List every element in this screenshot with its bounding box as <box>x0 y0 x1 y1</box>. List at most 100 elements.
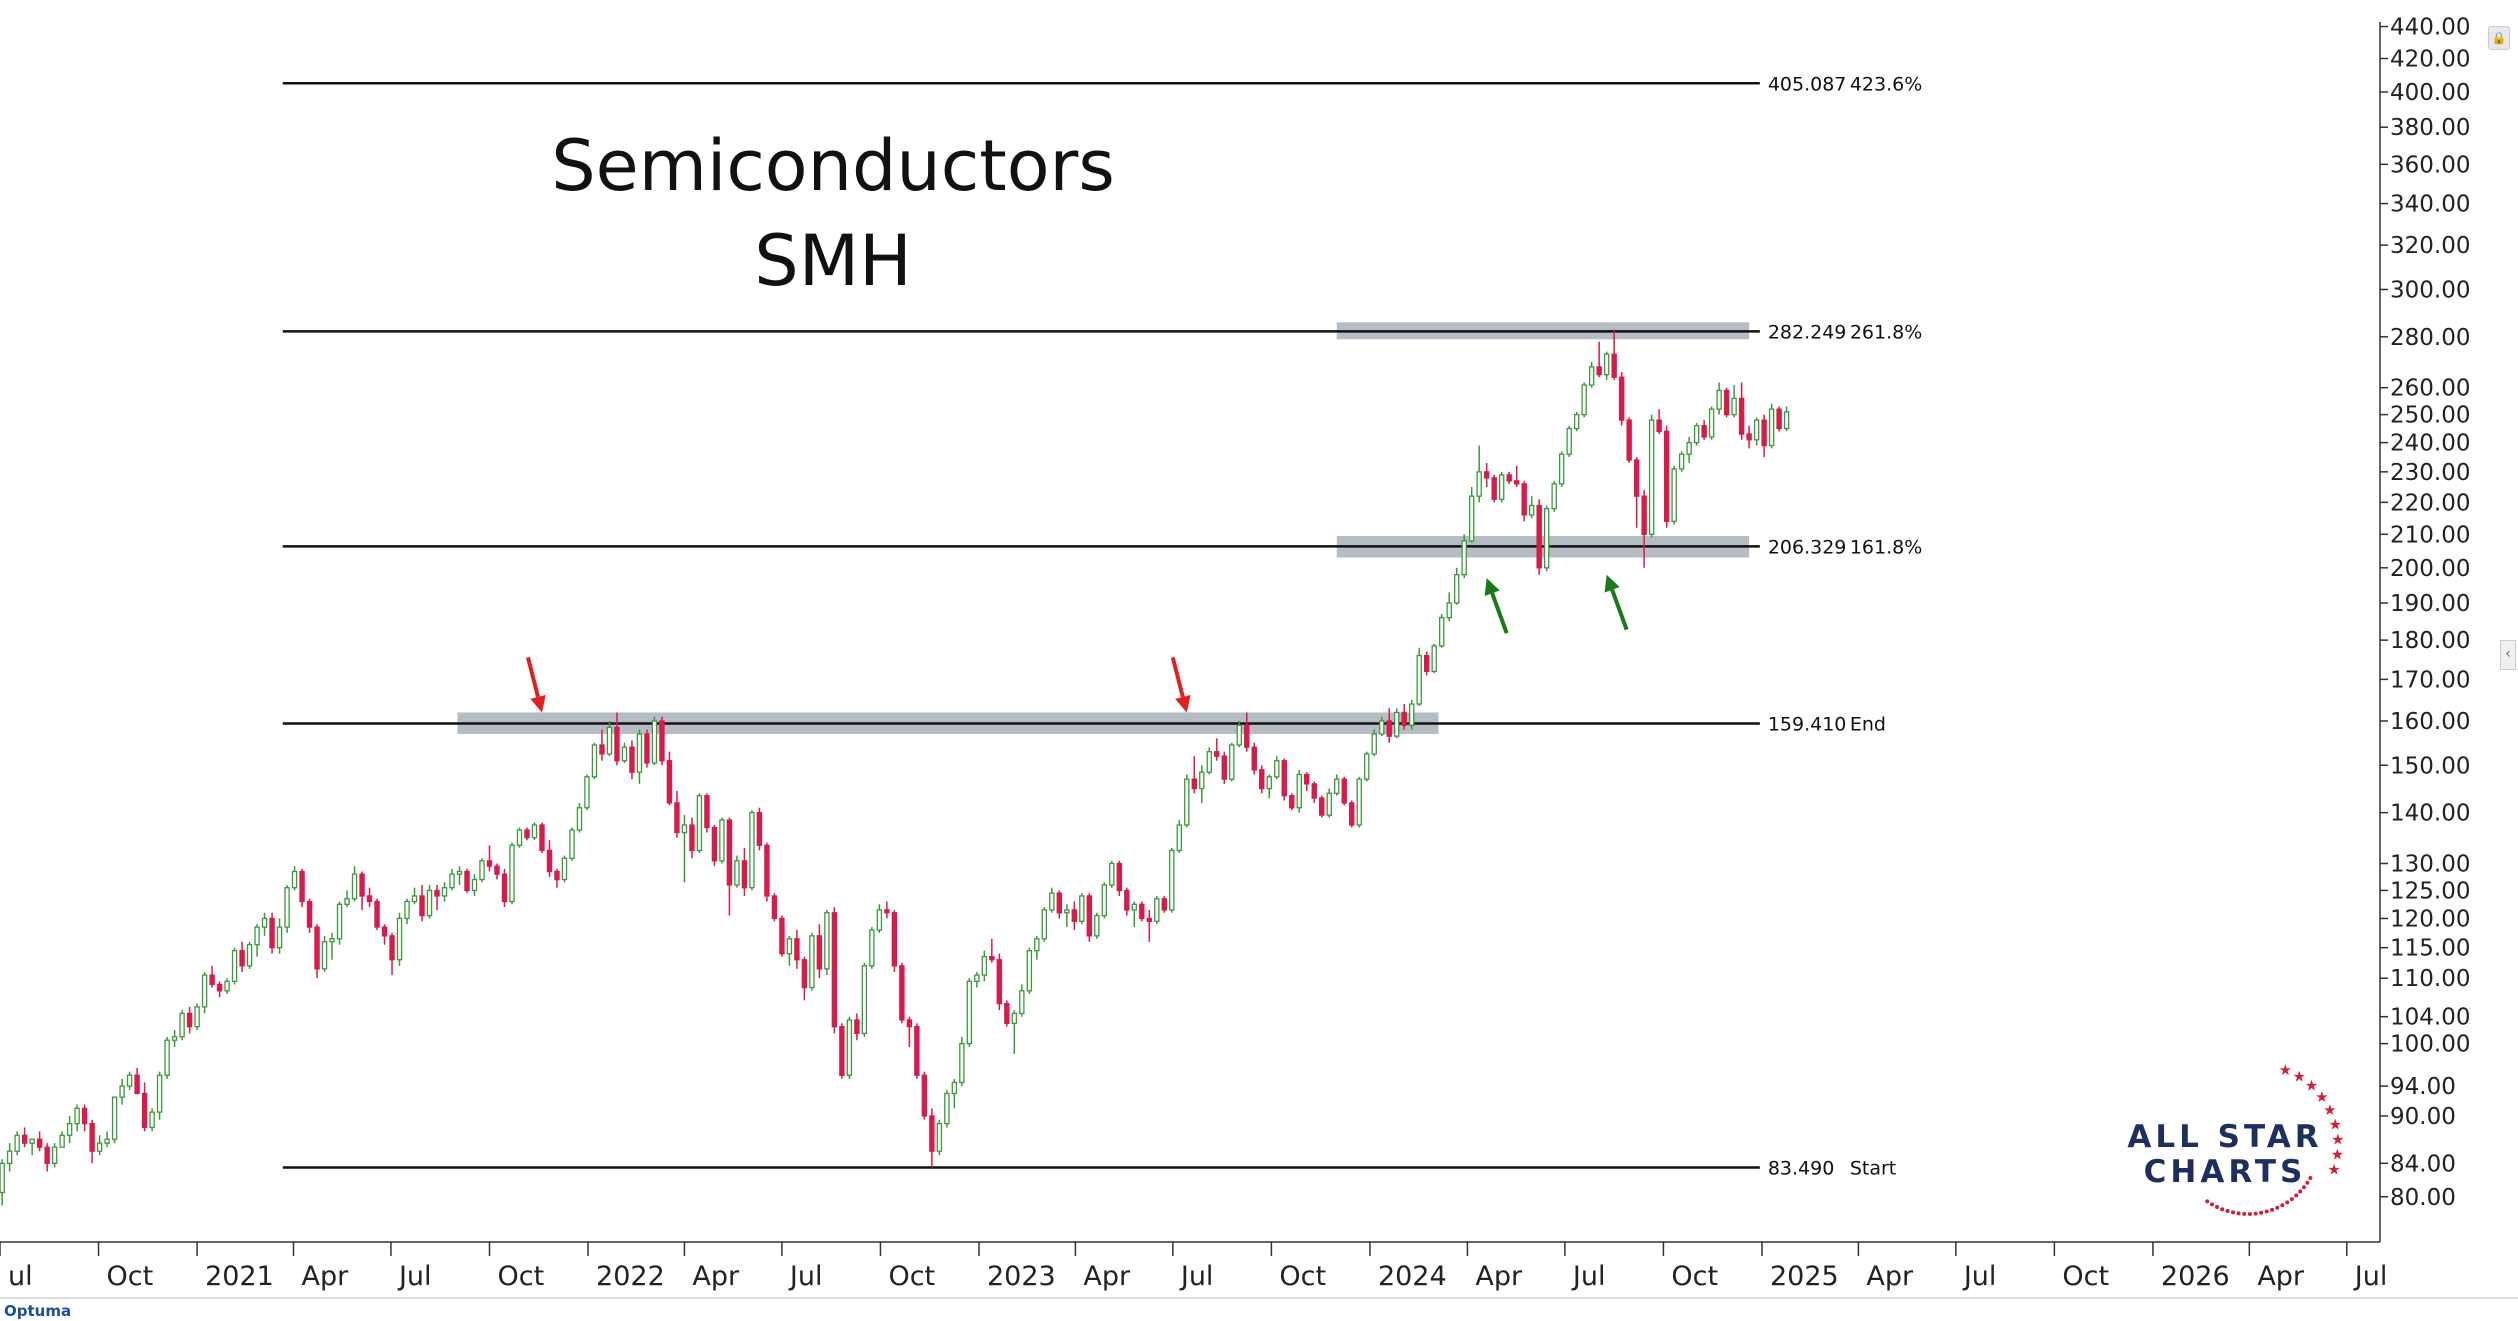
x-tick-label: Oct <box>107 1261 154 1292</box>
candle-down <box>89 1122 95 1152</box>
logo-dot <box>2225 1209 2230 1214</box>
fib-level-percent: 423.6% <box>1850 73 1922 95</box>
candle-down <box>1289 795 1295 809</box>
x-tick-label: Oct <box>1671 1261 1718 1292</box>
candle-down <box>419 895 425 917</box>
candle-down <box>1244 724 1250 748</box>
candle-up <box>719 819 725 862</box>
y-tick-label: 110.00 <box>2390 966 2470 992</box>
candle-up <box>696 795 703 852</box>
candle-up <box>569 829 575 859</box>
logo-dot <box>2247 1211 2252 1216</box>
candle-up <box>636 733 643 773</box>
x-tick-label: Jul <box>2353 1261 2388 1292</box>
candle-up <box>1498 474 1505 500</box>
candle-up <box>51 1146 58 1164</box>
candle-down <box>389 935 395 961</box>
candle-down <box>1401 711 1407 726</box>
logo-star-icon: ★ <box>2292 1067 2305 1085</box>
candle-up <box>261 917 268 928</box>
candle-up <box>479 860 485 881</box>
candle-up <box>411 895 418 903</box>
candle-up <box>824 912 830 970</box>
candle-up <box>1438 616 1445 647</box>
red-arrow-icon <box>530 694 546 713</box>
logo-dot <box>2220 1207 2225 1212</box>
y-tick-label: 420.00 <box>2390 46 2470 72</box>
x-tick-label: 2026 <box>2161 1261 2230 1292</box>
candle-up <box>246 944 253 967</box>
candle-up <box>1566 427 1572 455</box>
chart-title: Semiconductors SMH <box>551 125 1115 302</box>
x-tick-label: 2023 <box>987 1261 1056 1292</box>
x-tick-label: Jul <box>1571 1261 1606 1292</box>
y-tick-label: 200.00 <box>2390 556 2470 582</box>
candle-up <box>1064 909 1070 914</box>
candle-down <box>1663 430 1670 523</box>
candle-down <box>1746 433 1752 441</box>
candle-up <box>231 950 238 982</box>
candle-down <box>1513 480 1520 485</box>
candle-down <box>1483 471 1490 479</box>
candle-up <box>1678 453 1685 470</box>
candle-up <box>621 746 628 762</box>
candle-down <box>381 926 388 937</box>
y-tick-label: 170.00 <box>2390 667 2470 693</box>
candle-down <box>659 720 665 762</box>
candle-up <box>1551 483 1557 510</box>
candle-down <box>1761 419 1767 447</box>
y-tick-label: 300.00 <box>2390 277 2470 303</box>
candle-up <box>224 980 230 992</box>
y-tick-label: 280.00 <box>2390 325 2470 351</box>
candle-up <box>809 935 815 989</box>
candle-up <box>449 873 455 889</box>
candle-up <box>179 1012 185 1038</box>
candle-up <box>1026 950 1033 992</box>
candle-down <box>524 829 530 839</box>
lock-icon[interactable]: 🔒 <box>2488 26 2510 50</box>
logo-dot <box>2280 1203 2285 1208</box>
candle-up <box>1229 744 1235 780</box>
candle-down <box>1506 474 1512 482</box>
candle-down <box>546 849 553 873</box>
collapse-panel-button[interactable]: ‹ <box>2500 640 2516 670</box>
candle-up <box>1296 773 1302 809</box>
logo-line-2: CHARTS <box>2144 1154 2307 1190</box>
candle-up <box>126 1074 133 1087</box>
candle-up <box>869 929 875 967</box>
candle-down <box>1656 419 1662 432</box>
candle-up <box>1379 720 1385 735</box>
y-tick-label: 160.00 <box>2390 709 2470 735</box>
candle-down <box>1191 778 1197 790</box>
annotation-arrow-shaft <box>1170 656 1185 698</box>
candle-up <box>1266 776 1272 790</box>
candle-up <box>1573 413 1580 430</box>
candle-down <box>1701 425 1707 438</box>
candle-up <box>1783 411 1790 430</box>
y-tick-label: 150.00 <box>2390 753 2470 779</box>
candle-up <box>1476 471 1482 497</box>
candle-up <box>591 744 598 778</box>
candle-up <box>1558 453 1565 485</box>
logo-dot <box>2275 1205 2280 1210</box>
logo-stars-icon: ★ ★★★★★★★★ <box>2205 1061 2345 1216</box>
fib-level-value: 282.249 <box>1768 321 1847 343</box>
optuma-brand: Optuma <box>4 1302 72 1320</box>
candle-up <box>1109 862 1115 886</box>
annotation-arrow-shaft <box>1610 589 1629 631</box>
x-tick-label: Oct <box>1279 1261 1326 1292</box>
candle-down <box>674 802 680 834</box>
candle-down <box>711 826 718 862</box>
chart-title-line-1: Semiconductors <box>551 125 1115 207</box>
candle-down <box>186 1012 193 1028</box>
y-tick-label: 250.00 <box>2390 403 2470 429</box>
candle-down <box>216 983 223 992</box>
x-tick-label: Jul <box>1179 1261 1214 1292</box>
candle-up <box>344 898 350 905</box>
candle-up <box>1184 778 1190 826</box>
candle-up <box>959 1042 965 1084</box>
candle-down <box>1723 389 1730 416</box>
y-tick-label: 84.00 <box>2390 1151 2456 1177</box>
candle-up <box>1581 384 1587 416</box>
